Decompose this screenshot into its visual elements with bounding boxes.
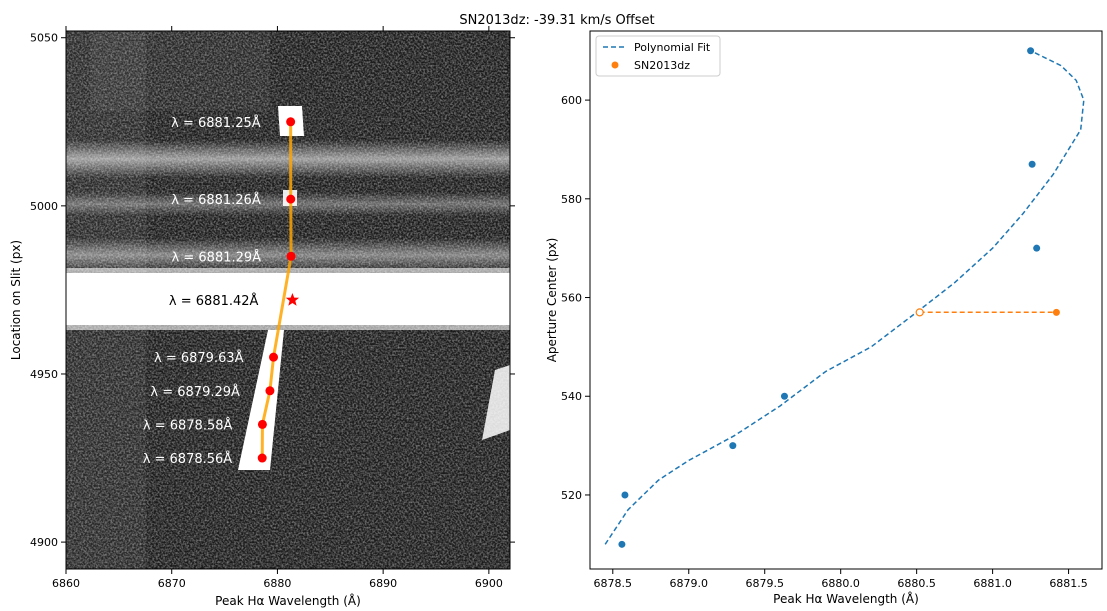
y-tick-label: 560 xyxy=(561,292,582,305)
trace-point xyxy=(286,194,296,204)
trace-point-label: λ = 6879.63Å xyxy=(154,350,244,366)
legend: Polynomial Fit SN2013dz xyxy=(595,35,721,77)
y-tick-label: 5050 xyxy=(30,32,58,45)
x-tick-label: 6880 xyxy=(263,577,291,590)
y-tick-label: 4900 xyxy=(30,536,58,549)
trace-point-label: λ = 6881.26Å xyxy=(171,192,261,208)
scatter-point xyxy=(1027,47,1035,55)
scatter-point xyxy=(1028,160,1036,168)
series-line xyxy=(604,50,1085,545)
trace-point-label: λ = 6878.58Å xyxy=(143,417,233,433)
scatter-point xyxy=(780,392,788,400)
y-tick-label: 520 xyxy=(561,489,582,502)
right-axis-ticks: 6878.5 6879.0 6879.5 6880.0 6880.5 6881.0 6881… xyxy=(561,94,1088,590)
right-x-axis-label: Peak Hα Wavelength (Å) xyxy=(773,591,919,606)
x-tick-label: 6881.5 xyxy=(1049,577,1088,590)
y-tick-label: 540 xyxy=(561,390,582,403)
x-tick-label: 6878.5 xyxy=(594,577,633,590)
scatter-point xyxy=(621,491,629,499)
star-label: λ = 6881.42Å xyxy=(169,293,259,309)
trace-point xyxy=(257,419,267,429)
y-tick-label: 4950 xyxy=(30,368,58,381)
figure-title: SN2013dz: -39.31 km/s Offset xyxy=(459,13,654,28)
x-tick-label: 6881.0 xyxy=(973,577,1012,590)
legend-sn-swatch xyxy=(611,61,619,69)
left-plot-marks: λ = 6881.25Å λ = 6881.26Å λ = 6881.29Å λ = … xyxy=(143,115,300,467)
x-tick-label: 6880.5 xyxy=(897,577,936,590)
star-marker xyxy=(285,293,300,306)
x-tick-label: 6860 xyxy=(52,577,80,590)
scatter-point xyxy=(1033,244,1041,252)
trace-point xyxy=(269,352,279,362)
trace-point-label: λ = 6881.25Å xyxy=(171,115,261,131)
left-y-axis-label: Location on Slit (px) xyxy=(9,240,23,360)
left-x-axis-label: Peak Hα Wavelength (Å) xyxy=(215,593,361,608)
trace-point-label: λ = 6879.29Å xyxy=(150,384,240,400)
y-tick-label: 5000 xyxy=(30,200,58,213)
legend-box xyxy=(595,35,721,77)
scatter-point xyxy=(729,442,737,450)
sky-line-band xyxy=(66,140,510,178)
x-tick-label: 6879.5 xyxy=(745,577,784,590)
y-tick-label: 600 xyxy=(561,94,582,107)
scatter-point-open xyxy=(915,308,924,317)
x-tick-label: 6880.0 xyxy=(821,577,860,590)
legend-fit-label: Polynomial Fit xyxy=(634,41,711,54)
x-tick-label: 6870 xyxy=(158,577,186,590)
left-plot-frame xyxy=(65,30,511,570)
left-panel: 6860 6870 6880 6890 6900 4900 4950 5000 5050 λ =… xyxy=(9,26,515,608)
trace-point xyxy=(257,453,267,463)
y-tick-label: 580 xyxy=(561,193,582,206)
scatter-point xyxy=(618,540,626,548)
x-tick-label: 6890 xyxy=(369,577,397,590)
trace-point xyxy=(286,117,296,127)
x-tick-label: 6900 xyxy=(475,577,503,590)
right-plot-frame xyxy=(589,30,1103,570)
trace-point xyxy=(286,251,296,261)
right-plot-marks xyxy=(604,47,1085,548)
scatter-point xyxy=(1052,308,1060,316)
legend-sn-label: SN2013dz xyxy=(634,59,690,72)
trace-point-label: λ = 6881.29Å xyxy=(172,249,262,265)
left-axis-ticks: 6860 6870 6880 6890 6900 4900 4950 5000 5050 xyxy=(30,26,515,590)
x-tick-label: 6879.0 xyxy=(670,577,709,590)
trace-point xyxy=(265,386,275,396)
right-panel: 6878.5 6879.0 6879.5 6880.0 6880.5 6881.0 6881… xyxy=(545,30,1103,606)
right-y-axis-label: Aperture Center (px) xyxy=(545,238,559,363)
trace-point-label: λ = 6878.56Å xyxy=(143,451,233,467)
